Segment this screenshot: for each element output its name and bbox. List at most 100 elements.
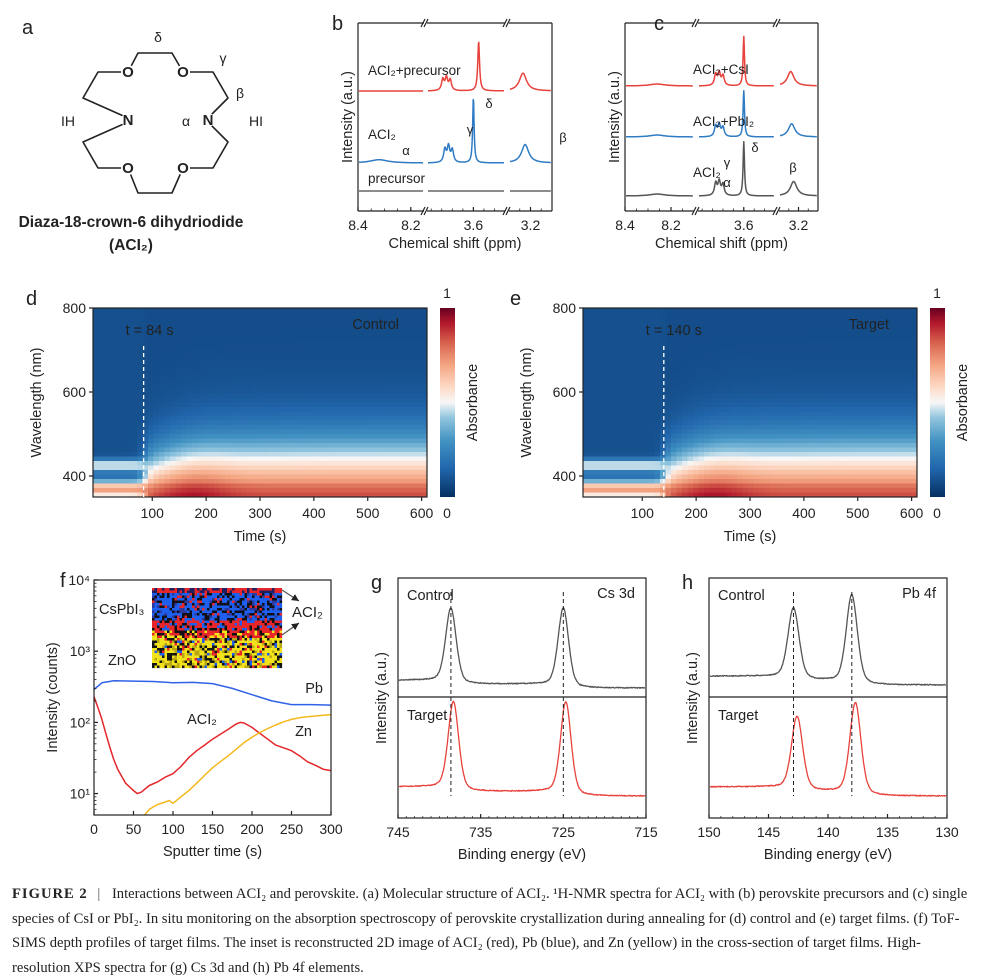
heatmap-cell — [787, 430, 793, 435]
heatmap-cell — [710, 421, 716, 426]
heatmap-cell — [627, 358, 633, 363]
heatmap-cell — [715, 367, 721, 372]
heatmap-cell — [803, 322, 809, 327]
heatmap-cell — [401, 416, 407, 421]
heatmap-cell — [737, 340, 743, 345]
heatmap-cell — [319, 443, 325, 448]
heatmap-cell — [407, 340, 413, 345]
heatmap-cell — [297, 425, 303, 430]
heatmap-cell — [594, 479, 600, 484]
heatmap-cell — [203, 403, 209, 408]
heatmap-cell — [341, 326, 347, 331]
heatmap-cell — [732, 479, 738, 484]
heatmap-cell — [418, 313, 424, 318]
heatmap-cell — [682, 371, 688, 376]
heatmap-cell — [275, 457, 281, 462]
heatmap-cell — [627, 421, 633, 426]
heatmap-cell — [181, 452, 187, 457]
heatmap-cell — [115, 389, 121, 394]
heatmap-cell — [644, 443, 650, 448]
heatmap-cell — [308, 362, 314, 367]
heatmap-cell — [589, 430, 595, 435]
heatmap-cell — [633, 331, 639, 336]
heatmap-cell — [699, 317, 705, 322]
heatmap-cell — [231, 452, 237, 457]
heatmap-cell — [176, 452, 182, 457]
heatmap-cell — [297, 398, 303, 403]
heatmap-cell — [825, 353, 831, 358]
heatmap-cell — [258, 344, 264, 349]
heatmap-cell — [275, 443, 281, 448]
heatmap-cell — [104, 394, 110, 399]
heatmap-cell — [594, 466, 600, 471]
heatmap-cell — [710, 349, 716, 354]
heatmap-cell — [704, 479, 710, 484]
heatmap-cell — [737, 493, 743, 498]
heatmap-cell — [154, 416, 160, 421]
spectrum-line-0 — [510, 73, 551, 90]
heatmap-cell — [225, 362, 231, 367]
heatmap-cell — [280, 452, 286, 457]
heatmap-cell — [357, 461, 363, 466]
heatmap-cell — [688, 416, 694, 421]
heatmap-cell — [231, 466, 237, 471]
heatmap-cell — [242, 353, 248, 358]
heatmap-cell — [633, 403, 639, 408]
heatmap-cell — [869, 488, 875, 493]
heatmap-cell — [583, 407, 589, 412]
heatmap-cell — [187, 412, 193, 417]
heatmap-cell — [264, 389, 270, 394]
heatmap-cell — [616, 439, 622, 444]
heatmap-cell — [765, 434, 771, 439]
heatmap-cell — [820, 389, 826, 394]
heatmap-cell — [583, 313, 589, 318]
heatmap-cell — [302, 389, 308, 394]
heatmap-cell — [836, 484, 842, 489]
heatmap-cell — [115, 412, 121, 417]
heatmap-cell — [247, 412, 253, 417]
heatmap-cell — [253, 385, 259, 390]
heatmap-cell — [583, 349, 589, 354]
heatmap-cell — [748, 385, 754, 390]
heatmap-cell — [677, 353, 683, 358]
heatmap-cell — [589, 313, 595, 318]
heatmap-cell — [363, 349, 369, 354]
heatmap-cell — [330, 407, 336, 412]
heatmap-cell — [792, 308, 798, 313]
heatmap-cell — [335, 389, 341, 394]
heatmap-cell — [743, 398, 749, 403]
heatmap-cell — [93, 479, 99, 484]
heatmap-cell — [330, 344, 336, 349]
heatmap-cell — [357, 475, 363, 480]
heatmap-cell — [236, 349, 242, 354]
heatmap-cell — [704, 349, 710, 354]
heatmap-cell — [803, 416, 809, 421]
heatmap-cell — [220, 407, 226, 412]
heatmap-cell — [401, 344, 407, 349]
heatmap-cell — [820, 353, 826, 358]
heatmap-cell — [853, 439, 859, 444]
heatmap-cell — [264, 398, 270, 403]
heatmap-cell — [346, 470, 352, 475]
heatmap-cell — [363, 416, 369, 421]
heatmap-cell — [776, 371, 782, 376]
heatmap-cell — [225, 344, 231, 349]
heatmap-cell — [220, 326, 226, 331]
heatmap-cell — [737, 308, 743, 313]
heatmap-cell — [335, 340, 341, 345]
heatmap-cell — [583, 394, 589, 399]
heatmap-cell — [231, 448, 237, 453]
heatmap-cell — [693, 353, 699, 358]
heatmap-cell — [341, 385, 347, 390]
heatmap-cell — [644, 475, 650, 480]
heatmap-cell — [357, 439, 363, 444]
heatmap-cell — [401, 443, 407, 448]
heatmap-cell — [836, 452, 842, 457]
heatmap-cell — [335, 380, 341, 385]
heatmap-cell — [104, 326, 110, 331]
heatmap-cell — [357, 452, 363, 457]
heatmap-cell — [715, 380, 721, 385]
heatmap-cell — [589, 439, 595, 444]
heatmap-cell — [836, 403, 842, 408]
heatmap-cell — [622, 380, 628, 385]
